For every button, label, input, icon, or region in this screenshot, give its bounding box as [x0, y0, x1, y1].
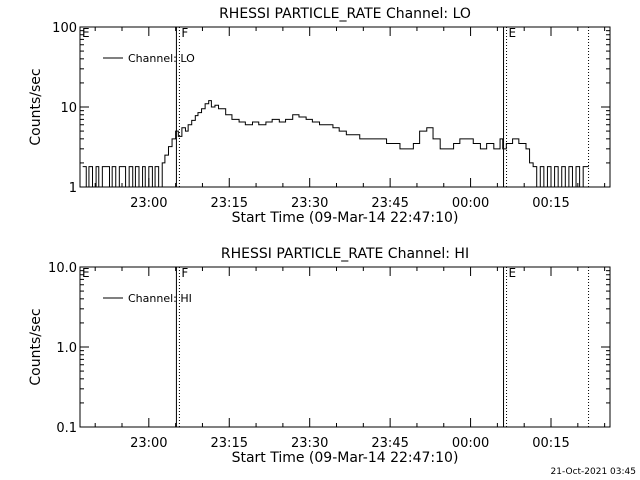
- x-tick-label: 23:45: [371, 196, 408, 211]
- marker-label: F: [181, 266, 188, 280]
- x-tick-label: 23:30: [291, 196, 328, 211]
- y-tick-label: 1: [69, 181, 77, 196]
- x-tick-label: 23:00: [130, 436, 167, 451]
- y-tick-label: 100: [52, 21, 77, 36]
- x-tick-label: 23:15: [211, 196, 248, 211]
- marker-label: E: [509, 266, 517, 280]
- y-tick-label: 10.0: [48, 261, 77, 276]
- marker-label: E: [509, 26, 517, 40]
- chart-title: RHESSI PARTICLE_RATE Channel: HI: [221, 246, 469, 262]
- y-axis-label: Counts/sec: [28, 68, 44, 145]
- x-tick-label: 00:00: [452, 436, 489, 451]
- x-tick-label: 23:30: [291, 436, 328, 451]
- marker-label: F: [181, 26, 188, 40]
- marker-label: E: [82, 26, 90, 40]
- x-tick-label: 23:00: [130, 196, 167, 211]
- x-tick-label: 00:15: [532, 436, 569, 451]
- footer-timestamp: 21-Oct-2021 03:45: [551, 467, 636, 477]
- x-tick-label: 00:15: [532, 196, 569, 211]
- y-axis-label: Counts/sec: [28, 308, 44, 385]
- x-tick-label: 00:00: [452, 196, 489, 211]
- panel-0: RHESSI PARTICLE_RATE Channel: LO 1 10 100 23…: [28, 6, 611, 226]
- legend-label: Channel: LO: [128, 52, 195, 65]
- x-tick-label: 23:45: [371, 436, 408, 451]
- panels: RHESSI PARTICLE_RATE Channel: LO 1 10 100 23…: [28, 6, 611, 466]
- panel-1: RHESSI PARTICLE_RATE Channel: HI 0.1 1.0 10…: [28, 246, 611, 466]
- y-tick-label: 0.1: [56, 421, 77, 436]
- y-tick-label: 10: [60, 101, 77, 116]
- marker-label: E: [82, 266, 90, 280]
- y-tick-label: 1.0: [56, 341, 77, 356]
- series-line-0: [82, 100, 589, 188]
- x-tick-label: 23:15: [211, 436, 248, 451]
- legend-label: Channel: HI: [128, 292, 192, 305]
- chart-title: RHESSI PARTICLE_RATE Channel: LO: [219, 6, 471, 22]
- x-axis-label: Start Time (09-Mar-14 22:47:10): [232, 210, 459, 226]
- x-axis-label: Start Time (09-Mar-14 22:47:10): [232, 450, 459, 466]
